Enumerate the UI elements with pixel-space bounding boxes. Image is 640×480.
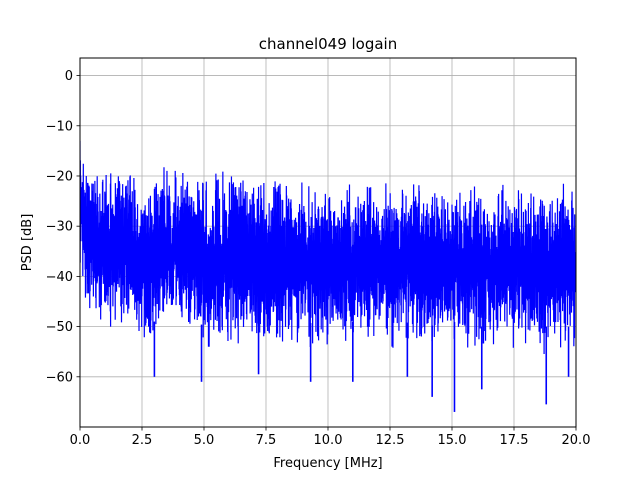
x-tick-label: 2.5: [132, 433, 153, 448]
plot-area: [80, 140, 576, 412]
y-axis-label: PSD [dB]: [20, 214, 35, 272]
y-tick-label: −40: [46, 270, 73, 285]
x-tick-label: 10.0: [314, 433, 343, 448]
psd-trace: [80, 140, 576, 412]
x-tick-label: 12.5: [376, 433, 405, 448]
x-tick-label: 5.0: [194, 433, 215, 448]
y-tick-label: −10: [46, 119, 73, 134]
y-tick-label: −30: [46, 220, 73, 235]
psd-line: [80, 140, 576, 354]
x-tick-label: 17.5: [500, 433, 529, 448]
y-tick-label: −50: [46, 320, 73, 335]
y-tick-label: −20: [46, 169, 73, 184]
y-tick-label: −60: [46, 370, 73, 385]
x-tick-label: 20.0: [562, 433, 591, 448]
x-axis-ticks: 0.0 2.5 5.0 7.5 10.0 12.5 15.0 17.5 20.0: [70, 427, 591, 448]
x-tick-label: 7.5: [256, 433, 277, 448]
chart-title: channel049 logain: [259, 35, 398, 53]
x-tick-label: 0.0: [70, 433, 91, 448]
y-tick-label: 0: [65, 69, 73, 84]
x-tick-label: 15.0: [438, 433, 467, 448]
y-axis-ticks: 0 −10 −20 −30 −40 −50 −60: [46, 69, 80, 385]
x-axis-label: Frequency [MHz]: [273, 456, 382, 471]
